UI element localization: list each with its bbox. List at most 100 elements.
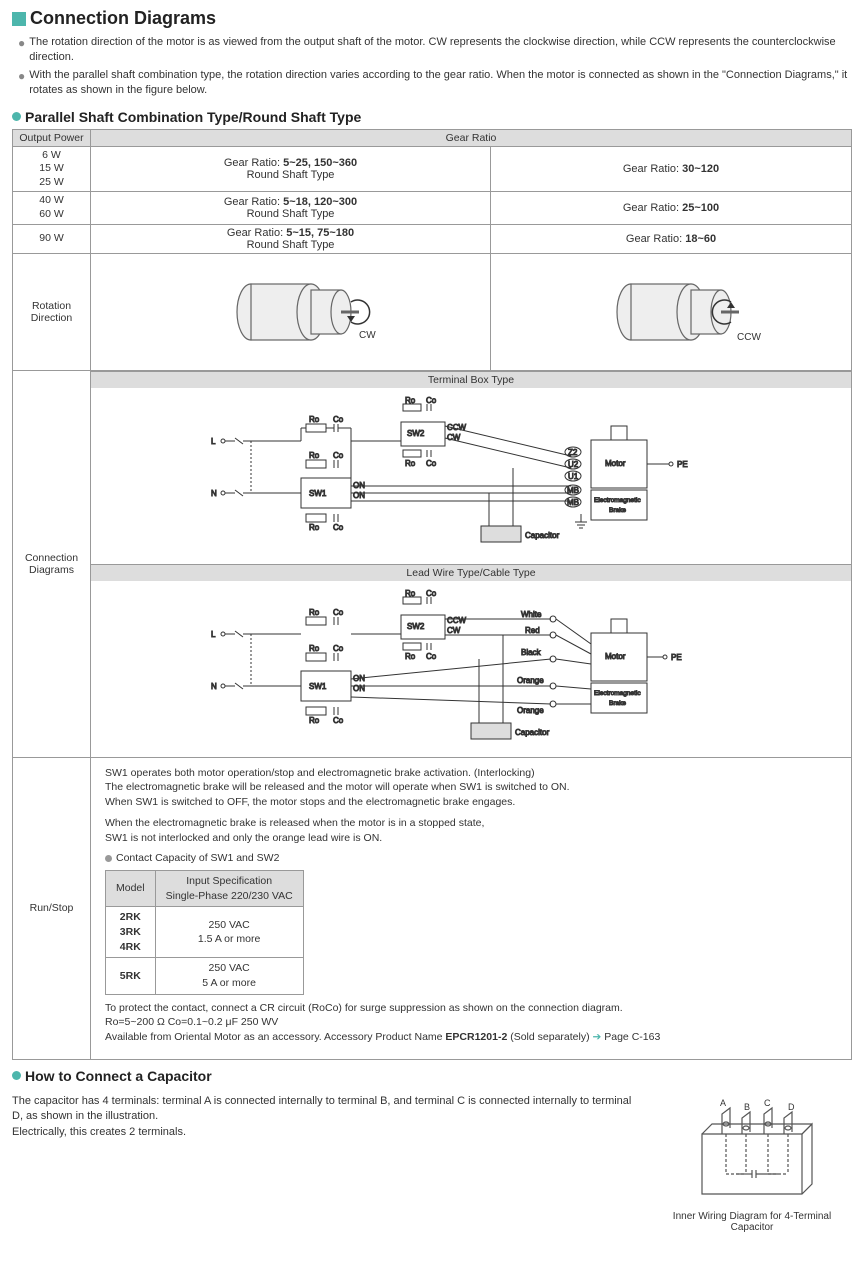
page-title: Connection Diagrams [30,8,216,29]
svg-text:CCW: CCW [447,616,467,625]
svg-text:Ro: Ro [309,523,320,532]
teal-dot-icon [12,1071,21,1080]
motor-cw-icon: CW [201,262,381,362]
svg-text:MB: MB [567,498,579,507]
terminal-box-header: Terminal Box Type [91,371,851,388]
svg-text:Ro: Ro [309,451,320,460]
svg-text:Electromagnetic: Electromagnetic [594,690,641,697]
svg-text:White: White [521,610,542,619]
svg-text:Co: Co [426,589,437,598]
svg-text:SW2: SW2 [407,622,425,631]
svg-text:Ro: Ro [309,608,320,617]
contact-capacity-header: Contact Capacity of SW1 and SW2 [116,851,279,866]
gear-right-3: Gear Ratio: 18~60 [491,224,852,253]
svg-text:SW1: SW1 [309,682,327,691]
svg-text:SW1: SW1 [309,489,327,498]
wiring-diagram-terminal: L N SW1 ONON Ro Co [191,396,751,556]
svg-text:Orange: Orange [517,706,544,715]
svg-text:SW2: SW2 [407,429,425,438]
svg-text:Electromagnetic: Electromagnetic [594,497,641,504]
gear-ratio-table: Output Power Gear Ratio 6 W15 W25 W Gear… [12,129,852,1060]
intro-bullet-2: With the parallel shaft combination type… [29,68,852,99]
section-title: Parallel Shaft Combination Type/Round Sh… [25,109,361,125]
capacitor-icon: A B C D [672,1094,832,1204]
teal-dot-icon [12,112,21,121]
svg-text:Capacitor: Capacitor [515,728,550,737]
rotation-direction-label: Rotation Direction [13,253,91,370]
title-square-icon [12,12,26,26]
terminal-box-diagram: L N SW1 ONON Ro Co [91,388,851,564]
bullet-icon: ● [18,68,25,99]
svg-text:Capacitor: Capacitor [525,531,560,540]
capacitor-text: The capacitor has 4 terminals: terminal … [12,1094,652,1233]
runstop-p1: SW1 operates both motor operation/stop a… [105,767,535,779]
contact-models-1: 2RK3RK4RK [106,907,156,958]
svg-text:Z2: Z2 [568,448,578,457]
section-header-parallel: Parallel Shaft Combination Type/Round Sh… [12,109,852,125]
lead-wire-diagram: L N SW1 ONON Ro Co Ro Co Ro Co [91,581,851,757]
svg-text:Black: Black [521,648,542,657]
wiring-diagram-leadwire: L N SW1 ONON Ro Co Ro Co Ro Co [191,589,751,749]
capacitor-section-header: How to Connect a Capacitor [12,1068,852,1084]
contact-models-2: 5RK [106,958,156,994]
page-title-bar: Connection Diagrams [12,8,852,29]
arrow-icon: ➔ [593,1031,602,1043]
motor-cw-cell: CW [91,253,491,370]
svg-text:D: D [788,1102,795,1112]
svg-text:Co: Co [426,652,437,661]
power-cell-1: 6 W15 W25 W [13,146,91,192]
power-cell-3: 90 W [13,224,91,253]
runstop-cell: SW1 operates both motor operation/stop a… [91,757,852,1059]
svg-text:CW: CW [447,433,461,442]
svg-text:Ro: Ro [405,652,416,661]
contact-capacity-table: Model Input SpecificationSingle-Phase 22… [105,870,304,995]
th-gear-ratio: Gear Ratio [91,129,852,146]
gray-dot-icon [105,855,112,862]
svg-text:Ro: Ro [309,716,320,725]
footnote-l3c: (Sold separately) [507,1031,592,1043]
svg-text:PE: PE [677,460,688,469]
svg-text:Motor: Motor [605,459,626,468]
motor-ccw-icon: CCW [581,262,761,362]
contact-spec-2: 250 VAC5 A or more [155,958,303,994]
runstop-label: Run/Stop [13,757,91,1059]
svg-text:Brake: Brake [609,700,626,707]
contact-spec-1: 250 VAC1.5 A or more [155,907,303,958]
gear-left-3: Gear Ratio: 5~15, 75~180Round Shaft Type [91,224,491,253]
svg-text:CW: CW [447,626,461,635]
capacitor-diagram: A B C D Inner Wiring Diagram for 4-Termi… [652,1094,852,1233]
motor-ccw-cell: CCW [491,253,852,370]
svg-text:U2: U2 [568,460,579,469]
capacitor-caption: Inner Wiring Diagram for 4-Terminal Capa… [652,1211,852,1233]
footnote-l1: To protect the contact, connect a CR cir… [105,1002,623,1014]
svg-text:Ro: Ro [309,644,320,653]
svg-text:Co: Co [426,396,437,405]
svg-text:CW: CW [359,330,376,341]
footnote-l3a: Available from Oriental Motor as an acce… [105,1031,445,1043]
svg-text:Motor: Motor [605,652,626,661]
th-output-power: Output Power [13,129,91,146]
svg-text:A: A [720,1098,726,1108]
footnote-page: Page C-163 [604,1031,660,1043]
svg-text:Ro: Ro [405,589,416,598]
intro-bullets: ●The rotation direction of the motor is … [18,35,852,99]
gear-left-2: Gear Ratio: 5~18, 120~300Round Shaft Typ… [91,192,491,224]
svg-text:Ro: Ro [309,415,320,424]
intro-bullet-1: The rotation direction of the motor is a… [29,35,852,66]
connection-diagrams-cell: Terminal Box Type L N SW1 ONON [91,370,852,757]
footnote-l2: Ro=5~200 Ω Co=0.1~0.2 μF 250 WV [105,1016,278,1028]
capacitor-section: The capacitor has 4 terminals: terminal … [12,1094,852,1233]
svg-text:Co: Co [426,459,437,468]
svg-text:N: N [211,489,217,498]
svg-text:CCW: CCW [737,332,761,343]
contact-th-spec: Input SpecificationSingle-Phase 220/230 … [155,870,303,906]
svg-text:Brake: Brake [609,507,626,514]
runstop-p5: SW1 is not interlocked and only the oran… [105,832,382,844]
runstop-p3: When SW1 is switched to OFF, the motor s… [105,796,515,808]
svg-text:MB: MB [567,486,579,495]
runstop-p2: The electromagnetic brake will be releas… [105,781,570,793]
svg-text:ON: ON [353,491,365,500]
svg-text:Co: Co [333,451,344,460]
contact-th-model: Model [106,870,156,906]
svg-text:PE: PE [671,653,682,662]
